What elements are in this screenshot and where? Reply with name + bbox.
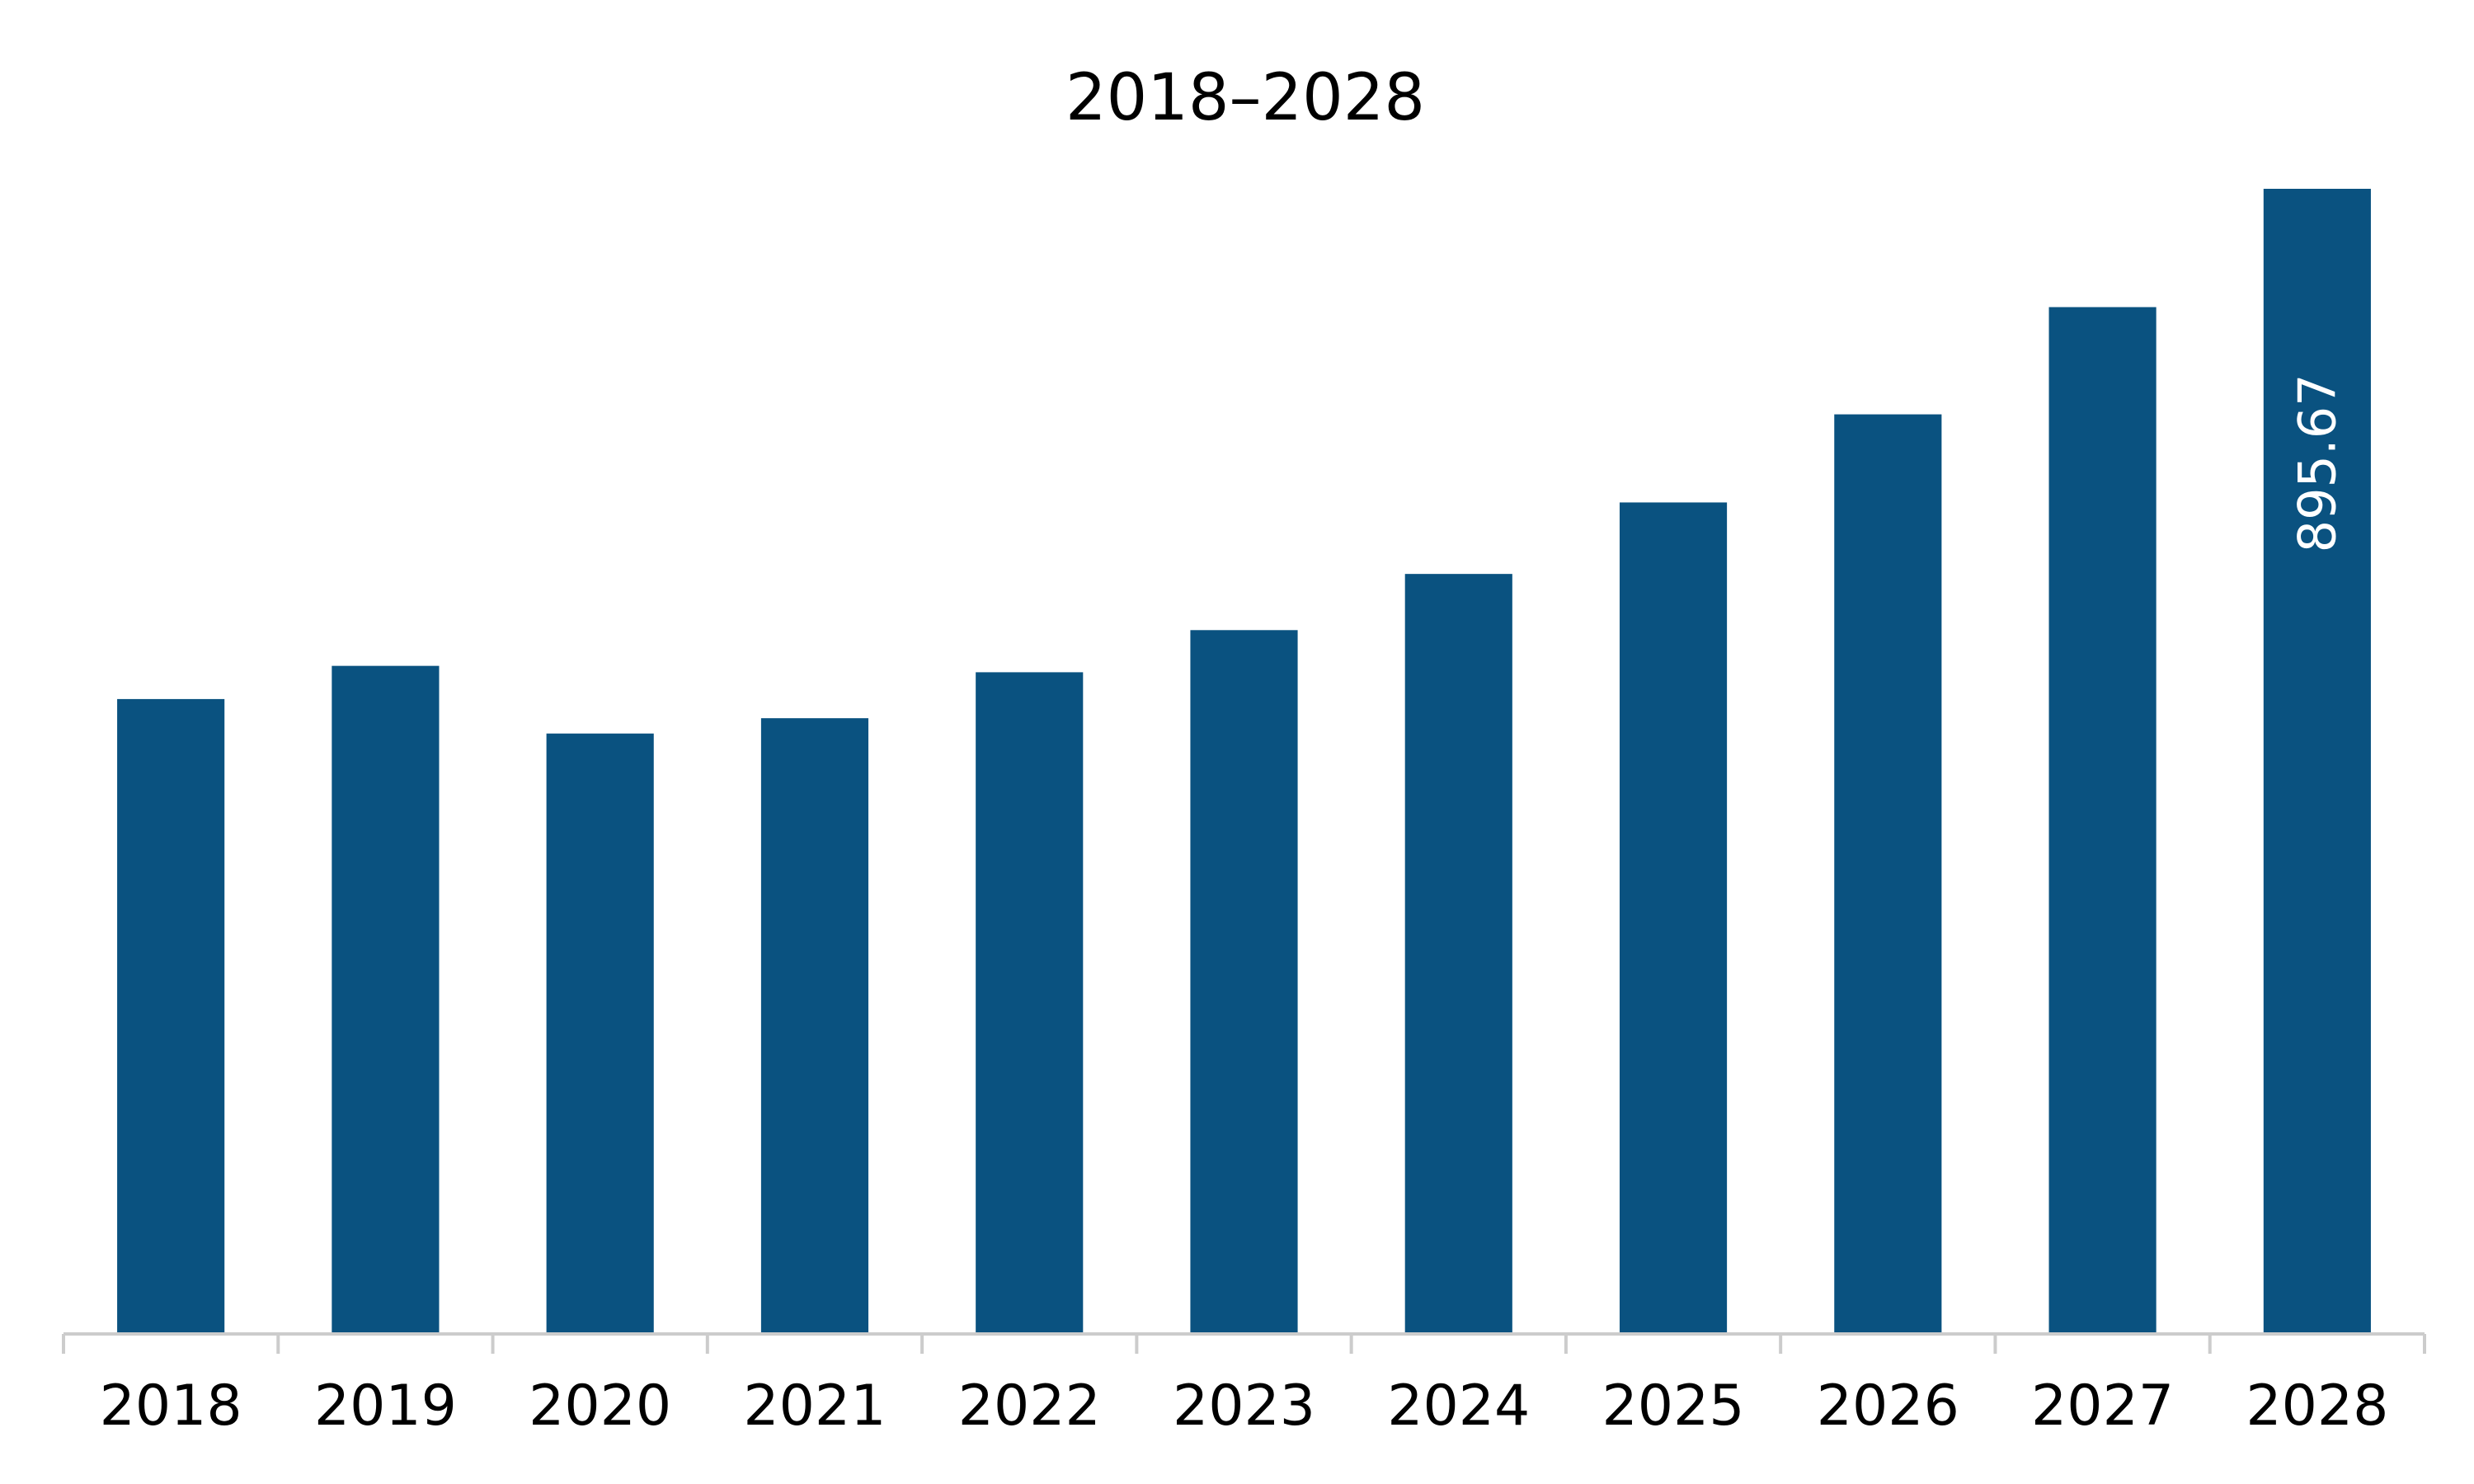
bar-2024 <box>1404 574 1512 1332</box>
bar-2021 <box>760 718 869 1332</box>
x-tick-label-2023: 2023 <box>1173 1374 1315 1439</box>
bar-2028 <box>2263 189 2371 1332</box>
x-tick-label-2028: 2028 <box>2246 1374 2388 1439</box>
bars <box>117 189 2371 1333</box>
data-label-2028: 895.67 <box>2287 373 2347 552</box>
bar-2025 <box>1619 502 1728 1332</box>
x-tick-label-2022: 2022 <box>958 1374 1101 1439</box>
x-tick-label-2027: 2027 <box>2031 1374 2174 1439</box>
x-tick-label-2018: 2018 <box>100 1374 242 1439</box>
bar-2027 <box>2048 307 2157 1332</box>
x-tick-labels: 2018 2019 2020 2021 2022 2023 2024 2025 2026 2027… <box>100 1374 2389 1439</box>
data-labels: 895.67 <box>2287 373 2347 552</box>
bar-2026 <box>1834 414 1942 1333</box>
chart-title: 2018–2028 <box>1065 61 1425 135</box>
bar-2018 <box>117 698 225 1332</box>
x-tick-label-2020: 2020 <box>529 1374 671 1439</box>
x-tick-label-2021: 2021 <box>743 1374 886 1439</box>
x-tick-label-2019: 2019 <box>314 1374 457 1439</box>
bar-2019 <box>332 665 440 1332</box>
bar-2023 <box>1190 630 1298 1332</box>
x-axis <box>62 1332 2426 1354</box>
x-tick-label-2025: 2025 <box>1602 1374 1745 1439</box>
x-tick-label-2024: 2024 <box>1387 1374 1530 1439</box>
bar-2022 <box>976 672 1084 1332</box>
x-tick-label-2026: 2026 <box>1817 1374 1959 1439</box>
bar-2020 <box>546 733 654 1332</box>
